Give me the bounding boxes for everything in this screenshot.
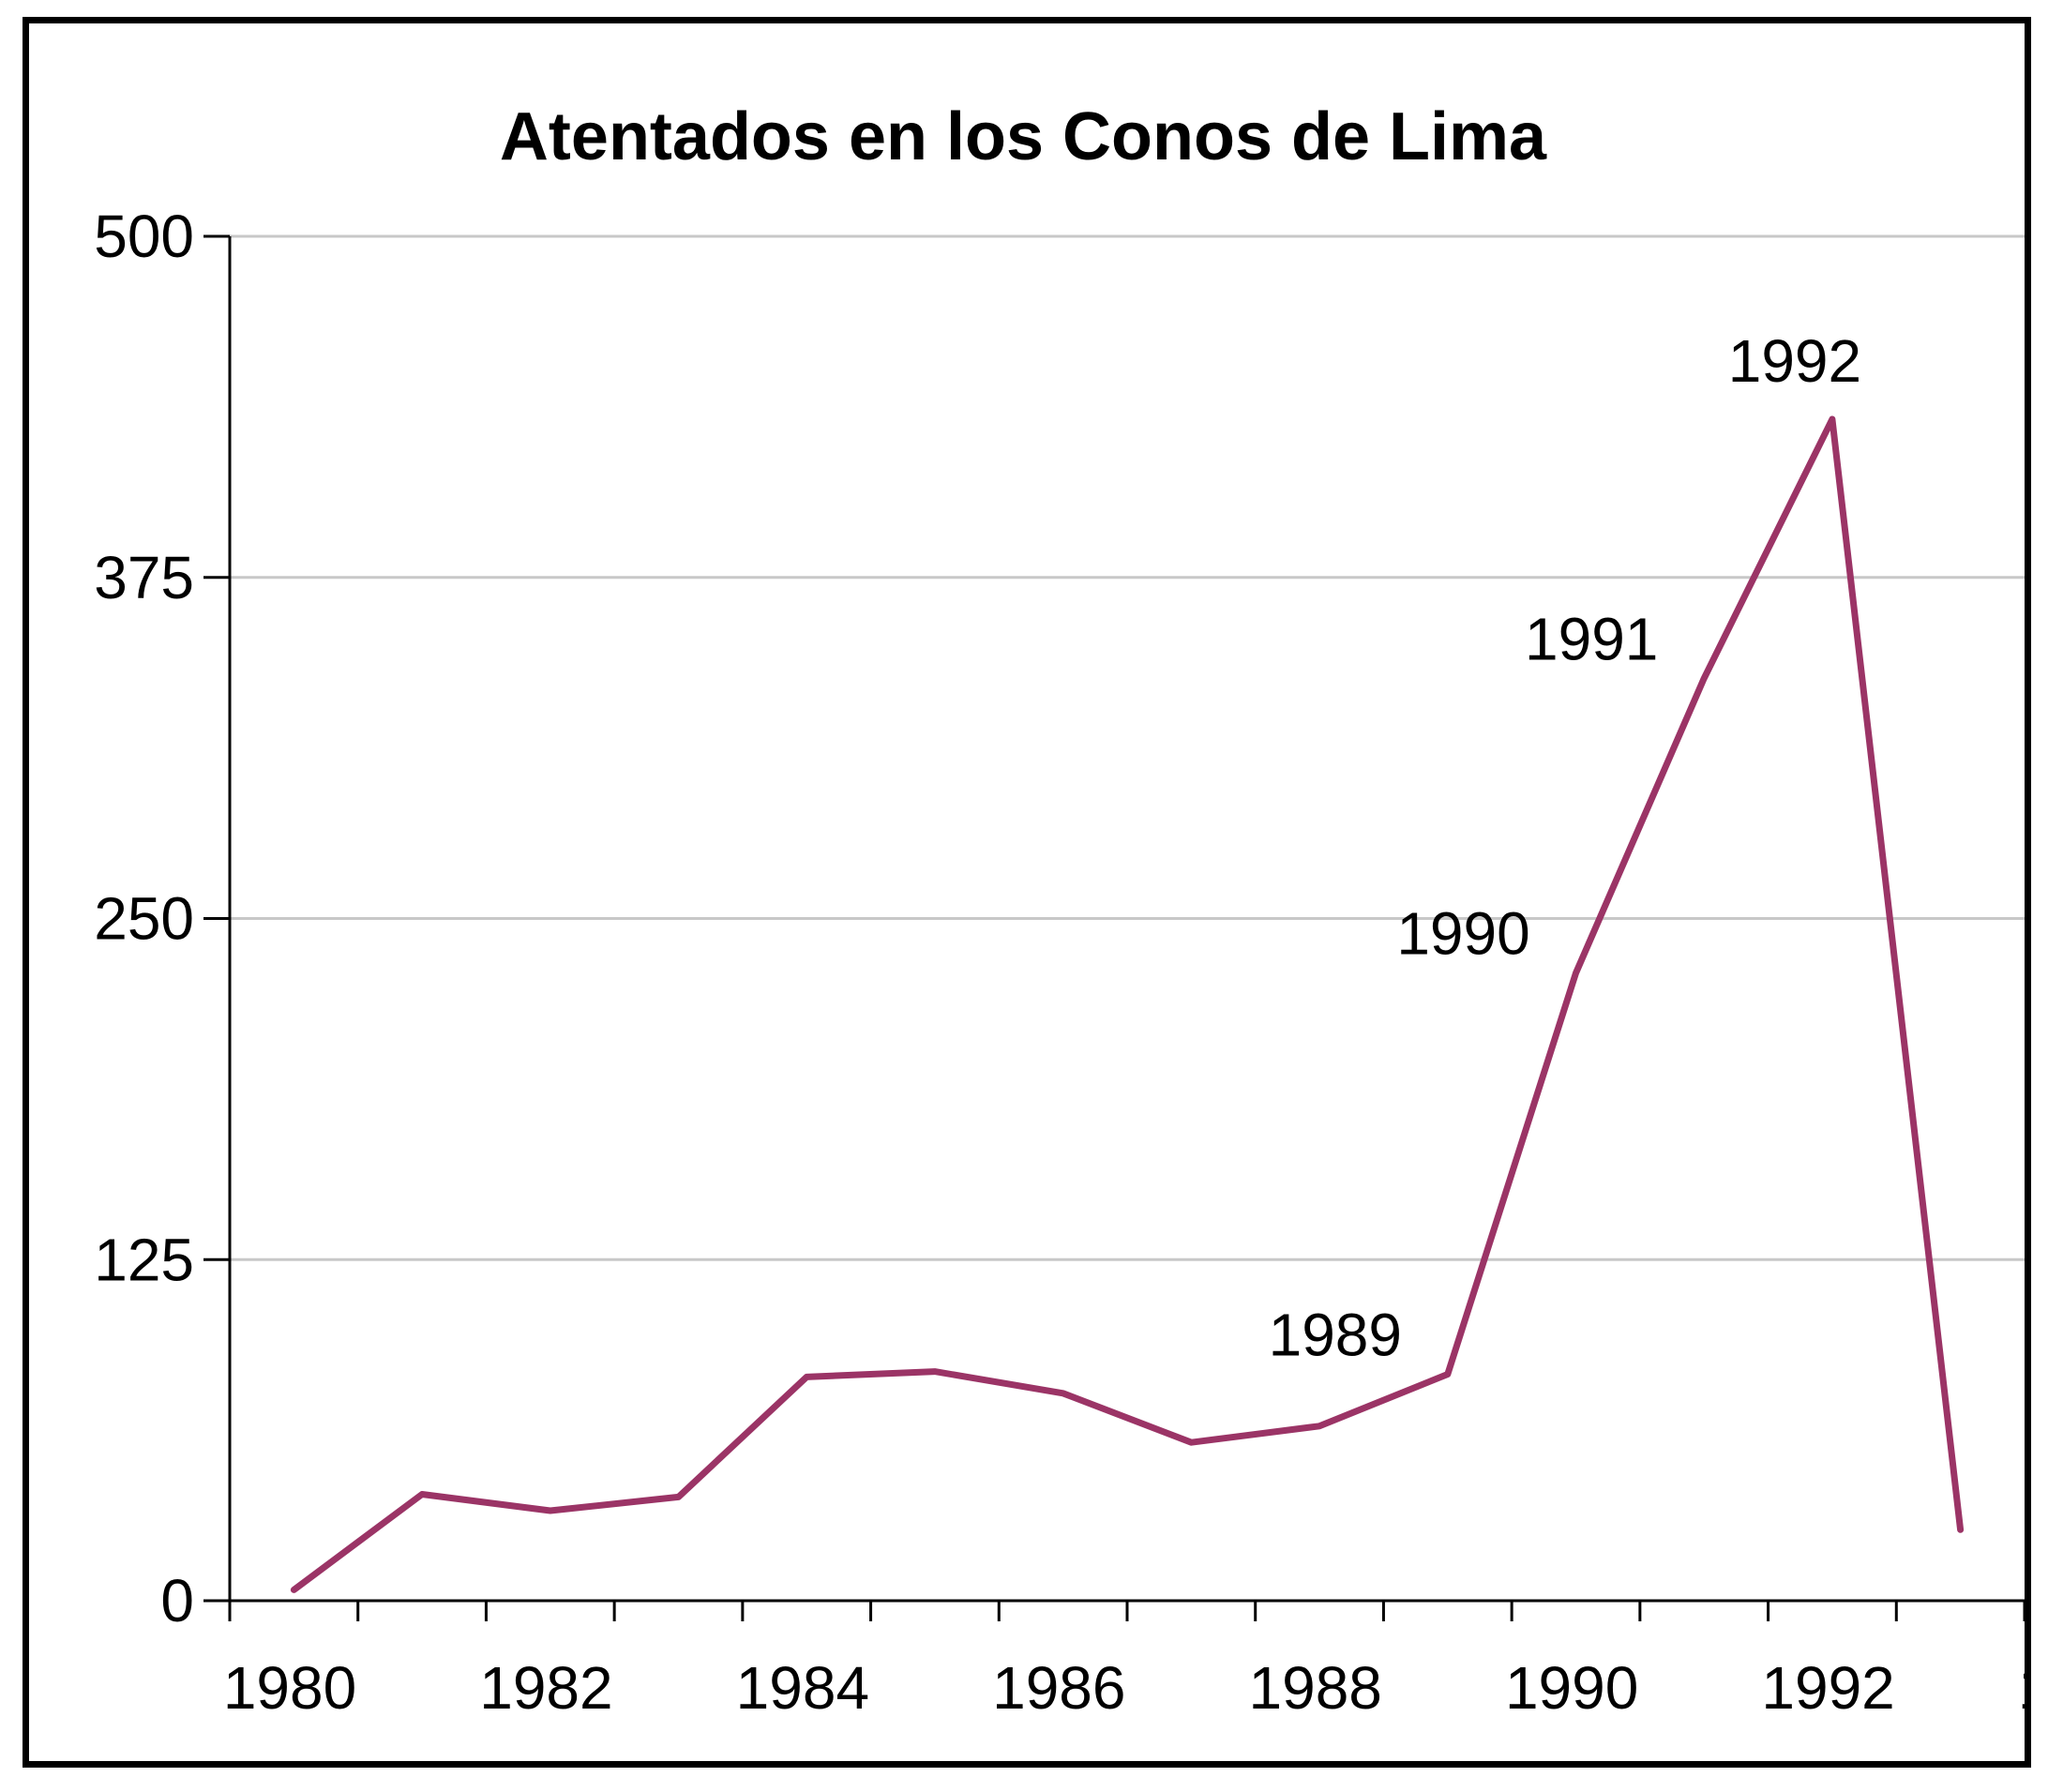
y-tick-label-125: 125 bbox=[94, 1226, 194, 1293]
data-point-1992 bbox=[1830, 416, 1834, 421]
data-point-1988 bbox=[1318, 1423, 1322, 1428]
x-tick-label-1984: 1984 bbox=[736, 1654, 869, 1722]
x-tick-label-1988: 1988 bbox=[1249, 1654, 1382, 1722]
x-tick-label-1992: 1992 bbox=[1761, 1654, 1894, 1722]
data-point-1987 bbox=[1189, 1440, 1194, 1445]
annotations: 1989 1990 1991 1992 bbox=[1269, 327, 1862, 1368]
x-tick-label-1986: 1986 bbox=[992, 1654, 1125, 1722]
grid-lines bbox=[230, 234, 2025, 1261]
y-tick-labels: 0 125 250 375 500 bbox=[94, 203, 194, 1634]
chart-title: Atentados en los Conos de Lima bbox=[500, 99, 1547, 174]
data-point-1990 bbox=[1574, 971, 1578, 975]
data-point-1984 bbox=[805, 1375, 809, 1379]
y-tick-label-375: 375 bbox=[94, 544, 194, 611]
y-tick-label-0: 0 bbox=[160, 1567, 194, 1634]
x-tick-label-1980: 1980 bbox=[223, 1654, 356, 1722]
y-tick-label-250: 250 bbox=[94, 885, 194, 953]
annotation-1989: 1989 bbox=[1269, 1301, 1402, 1368]
annotation-1990: 1990 bbox=[1396, 900, 1529, 968]
data-point-1982 bbox=[548, 1508, 552, 1513]
x-tick-label-1994: 1994 bbox=[2018, 1654, 2025, 1722]
line-chart: Atentados en los Conos de Lima 0 125 250 37… bbox=[94, 99, 2025, 1722]
series-line-0 bbox=[290, 415, 1965, 1593]
data-point-1993 bbox=[1958, 1528, 1963, 1532]
data-point-1980 bbox=[292, 1588, 296, 1592]
series-layer bbox=[290, 415, 1965, 1593]
data-point-1983 bbox=[676, 1495, 681, 1499]
data-point-1986 bbox=[1061, 1391, 1065, 1395]
annotation-1991: 1991 bbox=[1525, 605, 1658, 672]
chart-frame: Atentados en los Conos de Lima 0 125 250 37… bbox=[23, 17, 2031, 1768]
data-point-1981 bbox=[420, 1492, 425, 1497]
axes bbox=[203, 234, 2025, 1621]
annotation-1992: 1992 bbox=[1728, 327, 1861, 395]
x-tick-label-1990: 1990 bbox=[1505, 1654, 1638, 1722]
data-point-1989 bbox=[1445, 1372, 1450, 1377]
data-point-1985 bbox=[932, 1369, 937, 1374]
y-tick-label-500: 500 bbox=[94, 203, 194, 270]
x-tick-labels: 1980 1982 1984 1986 1988 1990 1992 1994 bbox=[223, 1654, 2025, 1722]
data-point-1991 bbox=[1702, 676, 1707, 681]
x-tick-label-1982: 1982 bbox=[479, 1654, 612, 1722]
